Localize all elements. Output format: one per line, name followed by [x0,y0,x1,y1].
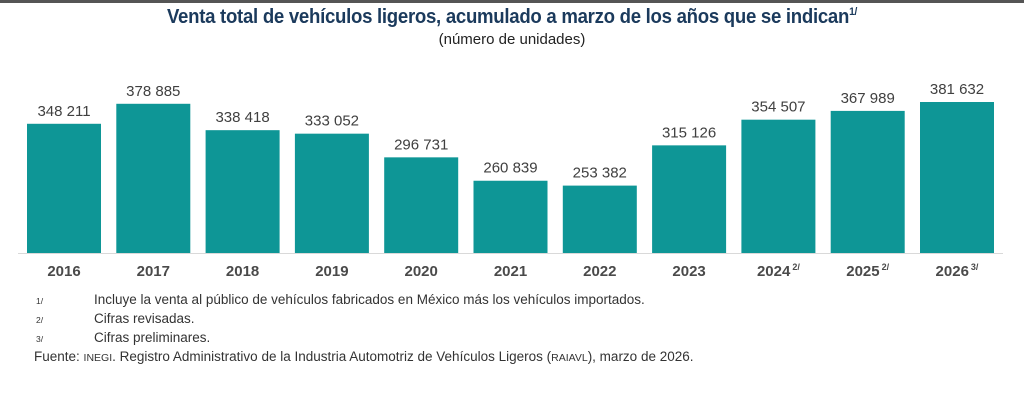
x-tick-label-2024: 2024 2/ [757,262,800,280]
x-tick-label-2023: 2023 [672,263,705,280]
bar-2026 [920,102,994,253]
data-label-2020: 296 731 [394,136,448,153]
bar-2019 [294,133,369,253]
x-tick-label-2026: 2026 3/ [936,262,979,280]
footnote-text: Cifras preliminares. [94,330,211,345]
x-tick-label-2020: 2020 [405,263,438,280]
footnote-mark: 1/ [36,296,44,306]
footnote-text: Cifras revisadas. [94,311,195,326]
x-tick-label-2021: 2021 [494,263,527,280]
source-label: Fuente: [34,349,80,364]
footnote-text: Incluye la venta al público de vehículos… [94,292,645,307]
source-line: Fuente: INEGI. Registro Administrativo d… [34,348,694,367]
data-label-2018: 338 418 [215,109,269,126]
chart-title: Venta total de vehículos ligeros, acumul… [36,6,988,29]
x-tick-label-2017: 2017 [137,263,170,280]
footnote-mark: 3/ [36,334,44,344]
data-label-2022: 253 382 [573,165,627,182]
x-tick-label-2025: 2025 2/ [846,262,889,280]
bar-2025 [830,110,905,253]
data-label-2023: 315 126 [662,124,716,141]
source-text-1: . Registro Administrativo de la Industri… [112,349,552,364]
bar-2021 [473,180,548,253]
top-border [0,0,1024,3]
bar-2024 [741,119,816,253]
footnote-3: 3/Cifras preliminares. [36,329,694,348]
x-tick-note: 2/ [882,262,890,272]
footnotes: 1/Incluye la venta al público de vehícul… [34,291,694,367]
footnote-1: 1/Incluye la venta al público de vehícul… [36,291,694,310]
footnote-2: 2/Cifras revisadas. [36,310,694,329]
chart-title-text: Venta total de vehículos ligeros, acumul… [166,6,850,28]
x-tick-note: 3/ [971,262,979,272]
data-label-2021: 260 839 [483,160,537,177]
bar-2020 [384,157,459,253]
x-tick-label-2022: 2022 [583,263,616,280]
bar-2018 [205,130,280,253]
x-tick-label-2016: 2016 [47,263,80,280]
source-text-2: ), marzo de 2026. [587,349,694,364]
data-label-2024: 354 507 [751,99,805,116]
x-tick-label-2019: 2019 [315,263,348,280]
source-org: INEGI [83,352,113,364]
bar-2023 [652,145,727,253]
bar-2022 [562,185,637,253]
data-label-2026: 381 632 [930,81,984,98]
bar-chart: 348 211 2016 378 885 2017 338 418 2018 333 052… [18,81,1003,280]
source-acronym: RAIAVL [551,352,588,364]
data-label-2017: 378 885 [126,83,180,100]
data-label-2025: 367 989 [841,90,895,107]
data-label-2019: 333 052 [305,113,359,130]
data-label-2016: 348 211 [37,103,90,120]
chart-title-note: 1/ [849,6,858,18]
bar-2017 [116,103,191,253]
x-tick-label-2018: 2018 [226,263,259,280]
bar-2016 [27,123,101,253]
x-tick-note: 2/ [792,262,800,272]
chart-subtitle: (número de unidades) [438,31,586,48]
footnote-mark: 2/ [36,315,44,325]
